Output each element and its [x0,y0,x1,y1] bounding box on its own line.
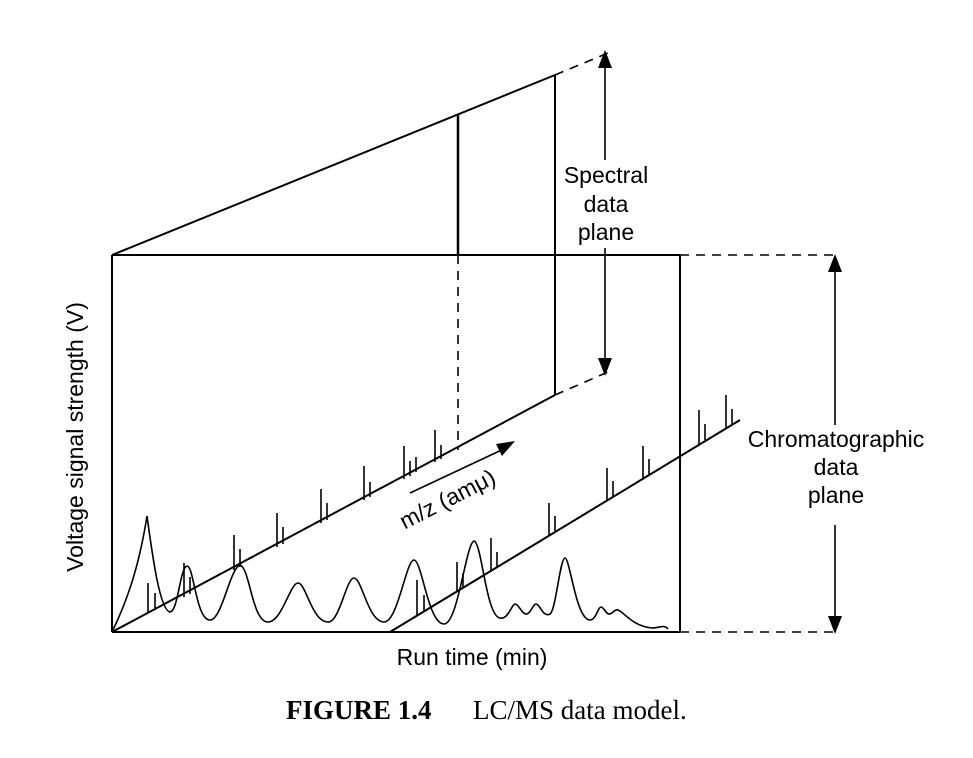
spectral-plane-label: Spectral data plane [564,162,648,245]
chromatographic-plane-label: Chromatographic data plane [748,426,924,508]
dashed-guides [457,52,835,633]
spectral-double-arrow [598,50,612,376]
figure-caption: FIGURE 1.4 LC/MS data model. [286,695,687,725]
svg-text:Spectral: Spectral [564,162,648,188]
spectral-peaks-secondary [416,395,733,615]
svg-text:data: data [814,454,859,480]
mz-label: m/z (amμ) [395,464,499,534]
y-axis-label: Voltage signal strength (V) [62,302,88,572]
chromatogram-trace [111,515,669,633]
x-axis-label: Run time (min) [397,644,548,670]
svg-text:plane: plane [578,219,634,245]
chromatographic-double-arrow [828,254,842,634]
chromatographic-plane [111,254,681,633]
mz-arrow [409,441,515,494]
svg-text:plane: plane [808,482,864,508]
figure-number: FIGURE 1.4 [286,695,432,725]
svg-text:Chromatographic: Chromatographic [748,426,924,452]
svg-text:data: data [584,191,629,217]
spectral-plane [111,74,741,633]
figure-caption-text: LC/MS data model. [473,695,687,725]
